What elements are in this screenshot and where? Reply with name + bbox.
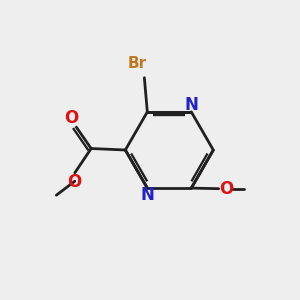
- Text: O: O: [219, 180, 233, 198]
- Text: O: O: [64, 109, 79, 127]
- Text: Br: Br: [128, 56, 146, 71]
- Text: N: N: [140, 186, 154, 204]
- Text: O: O: [68, 173, 82, 191]
- Text: N: N: [184, 96, 198, 114]
